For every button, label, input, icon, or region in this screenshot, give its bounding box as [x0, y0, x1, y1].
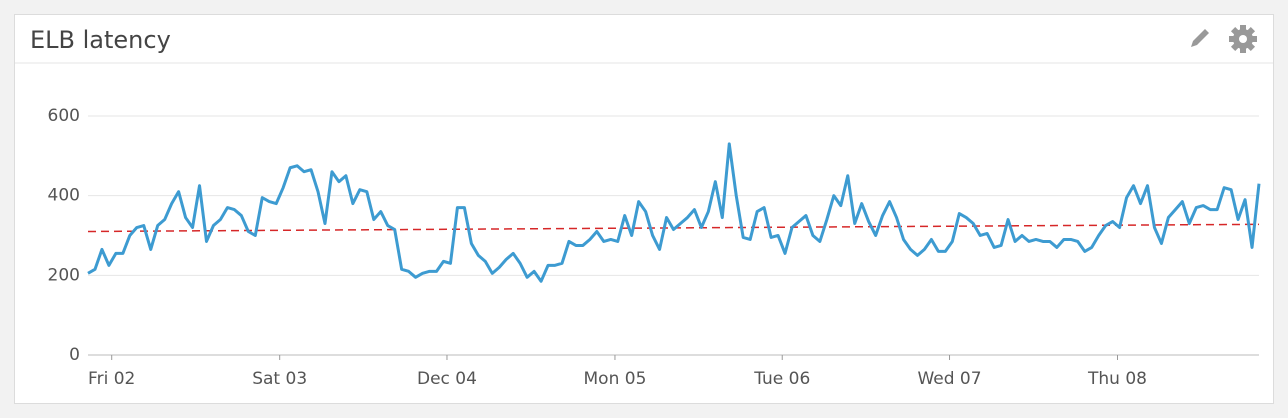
chart-title: ELB latency [30, 26, 171, 54]
x-tick-label: Wed 07 [917, 369, 981, 389]
x-tick-label: Dec 04 [417, 369, 477, 389]
edit-icon[interactable] [1191, 29, 1209, 47]
x-tick-label: Mon 05 [584, 369, 647, 389]
y-tick-label: 400 [48, 186, 80, 206]
x-tick-label: Thu 08 [1087, 369, 1147, 389]
y-tick-label: 200 [48, 265, 80, 285]
widget: ELB latency 0 200 400 600 Fri 02 Sat 03 Dec 04… [14, 14, 1274, 404]
y-tick-label: 600 [48, 106, 80, 126]
chart: ELB latency 0 200 400 600 Fri 02 Sat 03 Dec 04… [15, 25, 1273, 389]
y-tick-label: 0 [69, 345, 80, 365]
x-tick-label: Fri 02 [88, 369, 135, 389]
x-tick-label: Tue 06 [753, 369, 810, 389]
x-tick-label: Sat 03 [252, 369, 307, 389]
settings-icon[interactable] [1229, 25, 1257, 53]
latency-line [87, 142, 1261, 283]
plot-area: 0 200 400 600 Fri 02 Sat 03 Dec 04 Mon 05 Tue 06… [48, 106, 1261, 389]
